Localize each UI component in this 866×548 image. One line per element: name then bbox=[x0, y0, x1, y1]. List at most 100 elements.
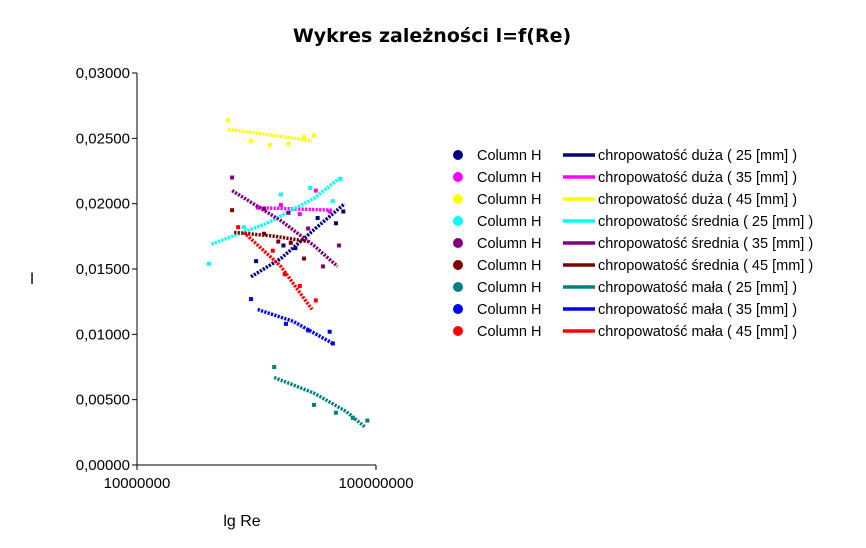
data-point bbox=[270, 248, 275, 253]
y-tick-label: 0,01000 bbox=[76, 326, 130, 343]
data-point bbox=[278, 192, 283, 197]
legend-marker-label: Column H bbox=[477, 258, 541, 274]
data-point bbox=[311, 133, 316, 138]
data-point bbox=[333, 221, 338, 226]
data-point bbox=[262, 206, 267, 211]
legend-marker-label: Column H bbox=[477, 236, 541, 252]
y-axis-ticks: 0,00000 0,00500 0,01000 0,01500 0,02000 0,025… bbox=[76, 65, 137, 474]
trend-line bbox=[256, 205, 333, 212]
data-point bbox=[302, 256, 307, 261]
legend-series-name: chropowatość średnia ( 25 [mm] ) bbox=[598, 214, 813, 230]
legend-series-name: chropowatość średnia ( 35 [mm] ) bbox=[598, 236, 813, 252]
trend-line bbox=[257, 307, 334, 346]
x-axis-ticks: 10000000 100000000 bbox=[104, 465, 414, 492]
data-point bbox=[341, 209, 346, 214]
data-point bbox=[327, 209, 332, 214]
legend-series-name: chropowatość duża ( 35 [mm] ) bbox=[598, 170, 797, 186]
data-point bbox=[333, 410, 338, 415]
legend: Column H chropowatość duża ( 25 [mm] ) Col… bbox=[453, 148, 813, 340]
data-point bbox=[267, 142, 272, 147]
chart-title: Wykres zależności l=f(Re) bbox=[293, 25, 571, 47]
data-point bbox=[236, 225, 241, 230]
data-point bbox=[286, 210, 291, 215]
trend-line bbox=[273, 375, 367, 429]
data-point bbox=[297, 212, 302, 217]
data-point bbox=[311, 402, 316, 407]
data-point bbox=[241, 225, 246, 230]
trend-line bbox=[227, 127, 313, 143]
data-point bbox=[249, 138, 254, 143]
data-point bbox=[282, 272, 287, 277]
legend-marker bbox=[453, 238, 463, 248]
data-point bbox=[281, 243, 286, 248]
legend-marker bbox=[453, 172, 463, 182]
data-point bbox=[315, 216, 320, 221]
legend-marker-label: Column H bbox=[477, 192, 541, 208]
legend-marker bbox=[453, 326, 463, 336]
y-tick-label: 0,00000 bbox=[76, 457, 130, 474]
legend-series-name: chropowatość mała ( 45 [mm] ) bbox=[598, 324, 797, 340]
trend-line bbox=[242, 231, 314, 311]
legend-marker-label: Column H bbox=[477, 280, 541, 296]
series-layer bbox=[206, 118, 370, 429]
data-point bbox=[313, 188, 318, 193]
legend-series-name: chropowatość duża ( 25 [mm] ) bbox=[598, 148, 797, 164]
data-point bbox=[308, 185, 313, 190]
trend-line bbox=[234, 230, 309, 244]
y-tick-label: 0,02000 bbox=[76, 196, 130, 213]
legend-marker bbox=[453, 216, 463, 226]
legend-marker bbox=[453, 194, 463, 204]
legend-marker-label: Column H bbox=[477, 148, 541, 164]
legend-series-name: chropowatość duża ( 45 [mm] ) bbox=[598, 192, 797, 208]
data-point bbox=[320, 264, 325, 269]
legend-marker bbox=[453, 282, 463, 292]
data-point bbox=[338, 176, 343, 181]
data-point bbox=[206, 261, 211, 266]
data-point bbox=[255, 205, 260, 210]
data-point bbox=[297, 283, 302, 288]
data-point bbox=[283, 321, 288, 326]
data-point bbox=[225, 118, 230, 123]
data-point bbox=[313, 298, 318, 303]
data-point bbox=[262, 231, 267, 236]
x-axis-label: lg Re bbox=[223, 513, 260, 530]
legend-series-name: chropowatość średnia ( 45 [mm] ) bbox=[598, 258, 813, 274]
data-point bbox=[230, 175, 235, 180]
data-point bbox=[330, 341, 335, 346]
trend-line bbox=[250, 202, 346, 279]
legend-marker bbox=[453, 150, 463, 160]
x-tick-label: 10000000 bbox=[104, 475, 171, 492]
data-point bbox=[327, 329, 332, 334]
data-point bbox=[254, 259, 259, 264]
data-point bbox=[336, 243, 341, 248]
data-point bbox=[330, 199, 335, 204]
data-point bbox=[230, 208, 235, 213]
y-tick-label: 0,01500 bbox=[76, 261, 130, 278]
legend-marker-label: Column H bbox=[477, 324, 541, 340]
y-tick-label: 0,00500 bbox=[76, 392, 130, 409]
y-tick-label: 0,03000 bbox=[76, 65, 130, 82]
y-axis-label: l bbox=[30, 271, 34, 288]
data-point bbox=[365, 418, 370, 423]
data-point bbox=[276, 239, 281, 244]
data-point bbox=[302, 135, 307, 140]
data-point bbox=[350, 415, 355, 420]
legend-marker bbox=[453, 260, 463, 270]
data-point bbox=[288, 240, 293, 245]
legend-series-name: chropowatość mała ( 25 [mm] ) bbox=[598, 280, 797, 296]
y-tick-label: 0,02500 bbox=[76, 130, 130, 147]
trend-line bbox=[231, 189, 339, 268]
data-point bbox=[272, 365, 277, 369]
data-point bbox=[286, 141, 291, 146]
legend-marker-label: Column H bbox=[477, 214, 541, 230]
data-point bbox=[278, 202, 283, 207]
data-point bbox=[306, 328, 311, 333]
data-point bbox=[293, 246, 298, 251]
data-point bbox=[306, 226, 311, 231]
x-tick-label: 100000000 bbox=[338, 475, 413, 492]
legend-marker-label: Column H bbox=[477, 302, 541, 318]
legend-series-name: chropowatość mała ( 35 [mm] ) bbox=[598, 302, 797, 318]
legend-marker bbox=[453, 304, 463, 314]
data-point bbox=[249, 297, 254, 302]
